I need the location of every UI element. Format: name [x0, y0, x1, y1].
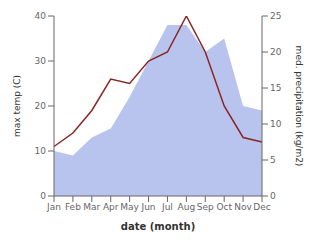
- svg-text:Jan: Jan: [46, 202, 61, 212]
- svg-text:Sep: Sep: [197, 202, 214, 212]
- svg-text:15: 15: [270, 83, 281, 93]
- svg-text:10: 10: [270, 119, 282, 129]
- svg-text:Nov: Nov: [234, 202, 252, 212]
- svg-text:40: 40: [35, 11, 47, 21]
- svg-text:Dec: Dec: [253, 202, 270, 212]
- svg-text:Jul: Jul: [161, 202, 173, 212]
- svg-text:20: 20: [35, 101, 47, 111]
- svg-text:Oct: Oct: [216, 202, 232, 212]
- svg-text:0: 0: [40, 191, 46, 201]
- svg-text:Mar: Mar: [83, 202, 100, 212]
- svg-text:Aug: Aug: [178, 202, 196, 212]
- svg-text:Feb: Feb: [65, 202, 81, 212]
- svg-text:20: 20: [270, 47, 282, 57]
- svg-text:0: 0: [270, 191, 276, 201]
- svg-text:med. precipitation (kg/m2): med. precipitation (kg/m2): [294, 46, 304, 167]
- svg-text:Jun: Jun: [141, 202, 156, 212]
- svg-text:30: 30: [35, 56, 47, 66]
- svg-text:5: 5: [270, 155, 276, 165]
- svg-text:10: 10: [35, 146, 47, 156]
- svg-text:max temp (C): max temp (C): [12, 75, 22, 137]
- svg-text:Apr: Apr: [103, 202, 119, 212]
- svg-text:25: 25: [270, 11, 281, 21]
- svg-text:May: May: [120, 202, 139, 212]
- svg-text:date (month): date (month): [121, 221, 195, 232]
